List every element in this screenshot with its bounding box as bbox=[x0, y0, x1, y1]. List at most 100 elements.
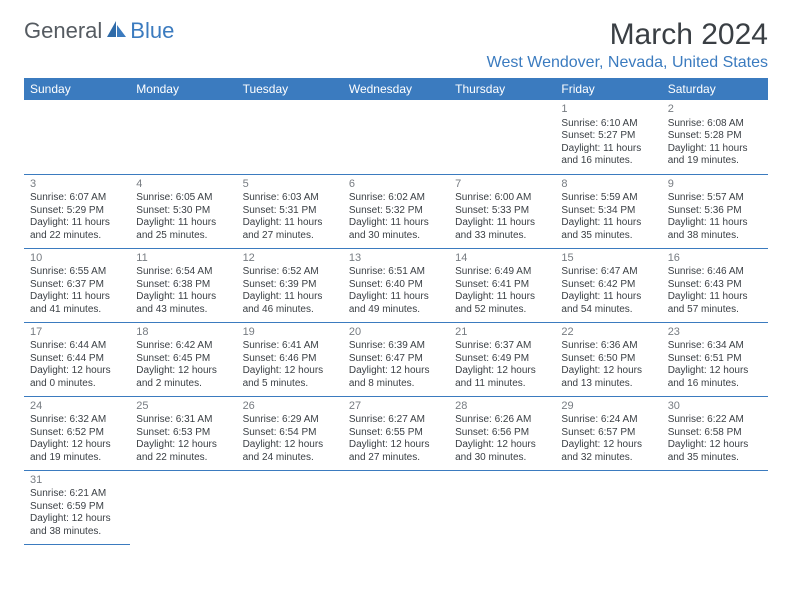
calendar-cell-empty bbox=[237, 470, 343, 544]
calendar-row: 10Sunrise: 6:55 AMSunset: 6:37 PMDayligh… bbox=[24, 248, 768, 322]
daylight-text: Daylight: 12 hours and 27 minutes. bbox=[349, 439, 443, 464]
weekday-header: Saturday bbox=[662, 78, 768, 100]
location-subtitle: West Wendover, Nevada, United States bbox=[487, 54, 768, 72]
day-number: 21 bbox=[455, 326, 549, 340]
page-title: March 2024 bbox=[487, 18, 768, 52]
day-number: 18 bbox=[136, 326, 230, 340]
daylight-text: Daylight: 12 hours and 16 minutes. bbox=[668, 365, 762, 390]
calendar-row: 3Sunrise: 6:07 AMSunset: 5:29 PMDaylight… bbox=[24, 174, 768, 248]
day-number: 1 bbox=[561, 103, 655, 117]
calendar-cell-empty bbox=[343, 470, 449, 544]
daylight-text: Daylight: 11 hours and 16 minutes. bbox=[561, 143, 655, 168]
sunset-text: Sunset: 5:27 PM bbox=[561, 130, 655, 143]
calendar-cell: 31Sunrise: 6:21 AMSunset: 6:59 PMDayligh… bbox=[24, 470, 130, 544]
sunset-text: Sunset: 6:50 PM bbox=[561, 353, 655, 366]
sunrise-text: Sunrise: 6:21 AM bbox=[30, 488, 124, 501]
weekday-header: Tuesday bbox=[237, 78, 343, 100]
calendar-cell: 22Sunrise: 6:36 AMSunset: 6:50 PMDayligh… bbox=[555, 322, 661, 396]
sunset-text: Sunset: 6:45 PM bbox=[136, 353, 230, 366]
sunset-text: Sunset: 6:53 PM bbox=[136, 427, 230, 440]
day-number: 8 bbox=[561, 178, 655, 192]
daylight-text: Daylight: 12 hours and 30 minutes. bbox=[455, 439, 549, 464]
calendar-cell: 2Sunrise: 6:08 AMSunset: 5:28 PMDaylight… bbox=[662, 100, 768, 174]
daylight-text: Daylight: 11 hours and 52 minutes. bbox=[455, 291, 549, 316]
sunrise-text: Sunrise: 6:42 AM bbox=[136, 340, 230, 353]
daylight-text: Daylight: 12 hours and 32 minutes. bbox=[561, 439, 655, 464]
day-number: 7 bbox=[455, 178, 549, 192]
sunrise-text: Sunrise: 6:41 AM bbox=[243, 340, 337, 353]
calendar-cell: 10Sunrise: 6:55 AMSunset: 6:37 PMDayligh… bbox=[24, 248, 130, 322]
calendar-cell-empty bbox=[130, 470, 236, 544]
day-number: 28 bbox=[455, 400, 549, 414]
sunrise-text: Sunrise: 6:39 AM bbox=[349, 340, 443, 353]
day-number: 23 bbox=[668, 326, 762, 340]
sunset-text: Sunset: 6:51 PM bbox=[668, 353, 762, 366]
day-number: 2 bbox=[668, 103, 762, 117]
calendar-body: 1Sunrise: 6:10 AMSunset: 5:27 PMDaylight… bbox=[24, 100, 768, 544]
sunrise-text: Sunrise: 6:44 AM bbox=[30, 340, 124, 353]
sunrise-text: Sunrise: 6:00 AM bbox=[455, 192, 549, 205]
sunrise-text: Sunrise: 6:24 AM bbox=[561, 414, 655, 427]
calendar-cell: 13Sunrise: 6:51 AMSunset: 6:40 PMDayligh… bbox=[343, 248, 449, 322]
calendar-cell: 8Sunrise: 5:59 AMSunset: 5:34 PMDaylight… bbox=[555, 174, 661, 248]
weekday-header: Friday bbox=[555, 78, 661, 100]
sunrise-text: Sunrise: 6:07 AM bbox=[30, 192, 124, 205]
sunset-text: Sunset: 5:30 PM bbox=[136, 205, 230, 218]
sunset-text: Sunset: 5:36 PM bbox=[668, 205, 762, 218]
calendar-row: 17Sunrise: 6:44 AMSunset: 6:44 PMDayligh… bbox=[24, 322, 768, 396]
calendar-cell: 4Sunrise: 6:05 AMSunset: 5:30 PMDaylight… bbox=[130, 174, 236, 248]
daylight-text: Daylight: 11 hours and 22 minutes. bbox=[30, 217, 124, 242]
daylight-text: Daylight: 11 hours and 57 minutes. bbox=[668, 291, 762, 316]
day-number: 5 bbox=[243, 178, 337, 192]
sunrise-text: Sunrise: 6:46 AM bbox=[668, 266, 762, 279]
logo-text-b: Blue bbox=[130, 18, 174, 44]
header: General Blue March 2024 West Wendover, N… bbox=[24, 18, 768, 72]
day-number: 17 bbox=[30, 326, 124, 340]
day-number: 11 bbox=[136, 252, 230, 266]
sunset-text: Sunset: 6:56 PM bbox=[455, 427, 549, 440]
sunrise-text: Sunrise: 6:55 AM bbox=[30, 266, 124, 279]
sunrise-text: Sunrise: 6:29 AM bbox=[243, 414, 337, 427]
sunrise-text: Sunrise: 6:03 AM bbox=[243, 192, 337, 205]
calendar-cell: 9Sunrise: 5:57 AMSunset: 5:36 PMDaylight… bbox=[662, 174, 768, 248]
sunset-text: Sunset: 6:59 PM bbox=[30, 501, 124, 514]
daylight-text: Daylight: 12 hours and 19 minutes. bbox=[30, 439, 124, 464]
sunset-text: Sunset: 6:46 PM bbox=[243, 353, 337, 366]
sunset-text: Sunset: 6:54 PM bbox=[243, 427, 337, 440]
sunrise-text: Sunrise: 6:22 AM bbox=[668, 414, 762, 427]
sunset-text: Sunset: 5:34 PM bbox=[561, 205, 655, 218]
sunrise-text: Sunrise: 6:31 AM bbox=[136, 414, 230, 427]
calendar-cell-empty bbox=[237, 100, 343, 174]
sunset-text: Sunset: 6:49 PM bbox=[455, 353, 549, 366]
sunrise-text: Sunrise: 5:57 AM bbox=[668, 192, 762, 205]
daylight-text: Daylight: 12 hours and 8 minutes. bbox=[349, 365, 443, 390]
day-number: 13 bbox=[349, 252, 443, 266]
calendar-cell: 20Sunrise: 6:39 AMSunset: 6:47 PMDayligh… bbox=[343, 322, 449, 396]
daylight-text: Daylight: 11 hours and 43 minutes. bbox=[136, 291, 230, 316]
sunrise-text: Sunrise: 6:32 AM bbox=[30, 414, 124, 427]
day-number: 10 bbox=[30, 252, 124, 266]
daylight-text: Daylight: 12 hours and 38 minutes. bbox=[30, 513, 124, 538]
calendar-cell: 27Sunrise: 6:27 AMSunset: 6:55 PMDayligh… bbox=[343, 396, 449, 470]
day-number: 30 bbox=[668, 400, 762, 414]
day-number: 31 bbox=[30, 474, 124, 488]
calendar-cell-empty bbox=[449, 100, 555, 174]
daylight-text: Daylight: 11 hours and 19 minutes. bbox=[668, 143, 762, 168]
calendar-cell: 29Sunrise: 6:24 AMSunset: 6:57 PMDayligh… bbox=[555, 396, 661, 470]
sunrise-text: Sunrise: 6:27 AM bbox=[349, 414, 443, 427]
calendar-cell-empty bbox=[343, 100, 449, 174]
daylight-text: Daylight: 11 hours and 54 minutes. bbox=[561, 291, 655, 316]
title-block: March 2024 West Wendover, Nevada, United… bbox=[487, 18, 768, 72]
sunrise-text: Sunrise: 6:52 AM bbox=[243, 266, 337, 279]
sunrise-text: Sunrise: 6:49 AM bbox=[455, 266, 549, 279]
calendar-row: 31Sunrise: 6:21 AMSunset: 6:59 PMDayligh… bbox=[24, 470, 768, 544]
day-number: 9 bbox=[668, 178, 762, 192]
day-number: 26 bbox=[243, 400, 337, 414]
sunset-text: Sunset: 6:40 PM bbox=[349, 279, 443, 292]
day-number: 20 bbox=[349, 326, 443, 340]
daylight-text: Daylight: 11 hours and 35 minutes. bbox=[561, 217, 655, 242]
sunrise-text: Sunrise: 6:02 AM bbox=[349, 192, 443, 205]
sunset-text: Sunset: 5:29 PM bbox=[30, 205, 124, 218]
sunset-text: Sunset: 5:31 PM bbox=[243, 205, 337, 218]
calendar-cell-empty bbox=[24, 100, 130, 174]
